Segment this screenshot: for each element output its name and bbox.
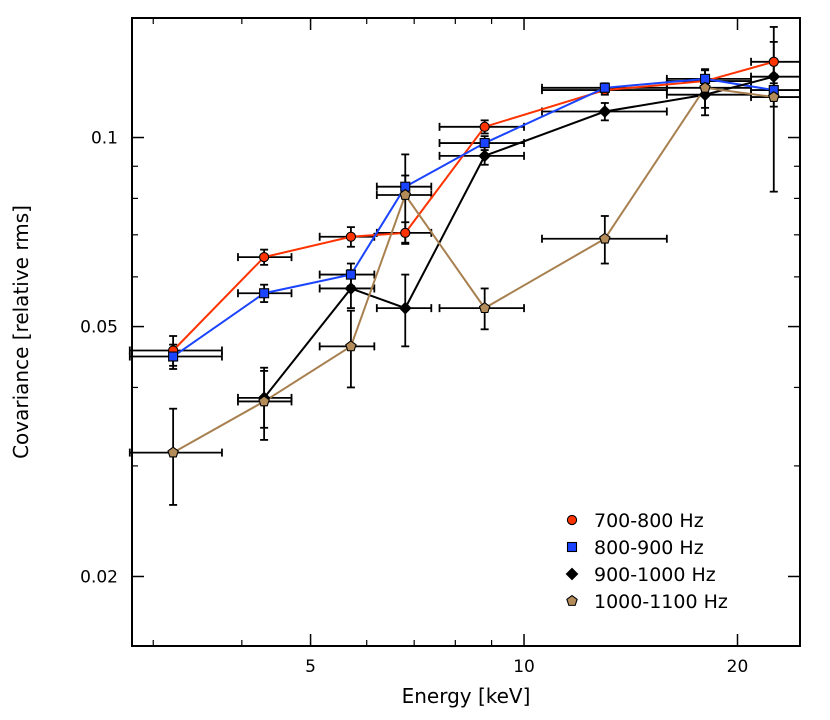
- y-tick-label: 0.05: [80, 318, 118, 338]
- data-point: [599, 232, 611, 244]
- x-tick-label: 5: [305, 657, 316, 677]
- series-line-0: [172, 60, 775, 352]
- data-point: [345, 269, 356, 280]
- data-point: [599, 82, 610, 93]
- data-point: [398, 301, 412, 315]
- x-tick-label: 20: [727, 657, 749, 677]
- data-point: [768, 56, 779, 67]
- tick-labels: 5 10 20 0.02 0.05 0.1: [80, 129, 748, 677]
- data-point: [479, 121, 490, 132]
- data-point: [399, 188, 412, 200]
- data-point: [258, 395, 270, 407]
- y-tick-label: 0.02: [80, 567, 118, 587]
- x-axis-label: Energy [keV]: [402, 684, 531, 708]
- error-bars: [128, 26, 801, 506]
- data-markers: [167, 56, 781, 458]
- y-tick-label: 0.1: [91, 129, 118, 149]
- data-point: [345, 231, 357, 242]
- legend-marker: [566, 594, 578, 606]
- axis-ticks: [132, 18, 800, 646]
- data-point: [400, 227, 411, 239]
- series-line-1: [172, 77, 774, 358]
- data-point: [167, 446, 179, 458]
- legend-marker: [566, 514, 578, 526]
- legend-label: 1000-1100 Hz: [594, 591, 728, 613]
- legend-marker: [566, 541, 578, 553]
- x-tick-label: 10: [513, 657, 535, 677]
- data-point: [259, 288, 270, 299]
- data-point: [479, 137, 490, 149]
- legend-label: 900-1000 Hz: [594, 564, 716, 586]
- data-point: [344, 282, 358, 295]
- data-point: [699, 81, 711, 93]
- plot-frame: [131, 17, 801, 647]
- y-axis-label: Covariance [relative rms]: [9, 205, 33, 459]
- data-point: [478, 302, 491, 314]
- legend-label: 700-800 Hz: [594, 510, 704, 532]
- legend: 700-800 Hz 800-900 Hz 900-1000 Hz 1000-1100…: [565, 510, 728, 613]
- data-point: [168, 351, 179, 362]
- data-point: [478, 149, 492, 163]
- data-point: [598, 105, 612, 118]
- data-point: [767, 90, 780, 102]
- data-point: [345, 340, 357, 352]
- legend-marker: [565, 567, 579, 581]
- series-line-3: [172, 86, 774, 454]
- data-point: [767, 70, 781, 84]
- data-point: [258, 251, 270, 263]
- legend-label: 800-900 Hz: [594, 537, 704, 559]
